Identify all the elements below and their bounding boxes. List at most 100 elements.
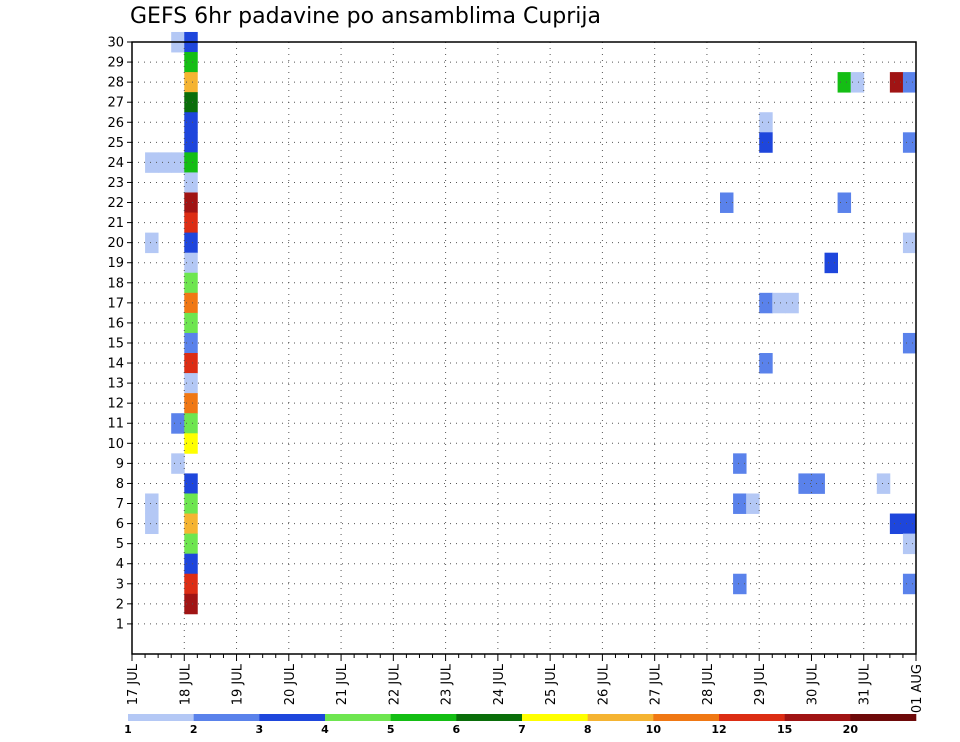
heatmap-cell xyxy=(184,473,198,494)
y-tick-label: 15 xyxy=(107,336,124,351)
heatmap-cell xyxy=(184,312,198,334)
heatmap-cell xyxy=(184,292,198,314)
heatmap-cell xyxy=(759,353,773,374)
x-tick-label: 30 JUL xyxy=(805,663,820,705)
y-tick-label: 30 xyxy=(107,36,124,51)
legend-swatch xyxy=(259,714,326,721)
y-tick-label: 24 xyxy=(107,156,124,171)
y-tick-label: 10 xyxy=(107,437,124,452)
legend-swatch xyxy=(325,714,391,721)
heatmap-cell xyxy=(876,473,891,494)
x-tick-label: 19 JUL xyxy=(231,663,246,705)
heatmap-cell xyxy=(184,52,198,73)
heatmap-cell xyxy=(184,373,198,394)
legend-swatch xyxy=(128,714,194,721)
heatmap-cell xyxy=(184,553,198,575)
y-tick-label: 21 xyxy=(107,216,124,231)
heatmap-cell xyxy=(184,332,198,354)
heatmap-cell xyxy=(772,292,786,314)
heatmap-cell xyxy=(184,433,198,454)
heatmap-cell xyxy=(850,72,865,93)
heatmap-cell xyxy=(184,393,198,414)
x-tick-label: 20 JUL xyxy=(283,663,298,705)
heatmap-cell xyxy=(746,493,760,514)
heatmap-cell xyxy=(184,172,198,193)
y-tick-label: 16 xyxy=(107,316,124,331)
legend-swatch xyxy=(456,714,523,721)
legend-swatch xyxy=(850,714,917,721)
y-tick-label: 1 xyxy=(116,617,124,632)
heatmap-cell xyxy=(145,513,159,535)
legend-label: 7 xyxy=(518,723,526,736)
heatmap-cell xyxy=(184,493,198,514)
y-tick-label: 25 xyxy=(107,136,124,151)
y-tick-label: 2 xyxy=(116,597,124,612)
x-tick-label: 24 JUL xyxy=(492,663,507,705)
heatmap-cell xyxy=(184,413,198,434)
x-tick-label: 21 JUL xyxy=(335,663,350,705)
heatmap-cell xyxy=(184,212,198,234)
heatmap-cell xyxy=(837,72,852,93)
heatmap-cell xyxy=(889,513,904,535)
legend-swatch xyxy=(784,714,851,721)
heatmap-cell xyxy=(184,152,198,173)
heatmap-cell xyxy=(171,152,185,173)
legend-label: 12 xyxy=(711,723,726,736)
y-tick-label: 23 xyxy=(107,176,124,191)
heatmap-cell xyxy=(759,132,773,153)
axes-layer: 1234567891011121314151617181920212223242… xyxy=(107,36,925,714)
y-tick-label: 13 xyxy=(107,377,124,392)
x-tick-label: 01 AUG xyxy=(910,664,925,713)
heatmap-cell xyxy=(733,573,747,595)
x-tick-label: 28 JUL xyxy=(701,663,716,705)
y-tick-label: 26 xyxy=(107,116,124,131)
x-tick-label: 22 JUL xyxy=(387,663,402,705)
heatmap-cell xyxy=(184,192,198,213)
heatmap-cell xyxy=(184,272,198,294)
legend-swatch xyxy=(719,714,785,721)
legend-swatch xyxy=(522,714,588,721)
x-tick-label: 29 JUL xyxy=(753,663,768,705)
y-tick-label: 4 xyxy=(116,557,124,572)
legend-label: 10 xyxy=(646,723,662,736)
y-tick-label: 9 xyxy=(116,457,124,472)
legend-swatch xyxy=(390,714,457,721)
heatmap-cell xyxy=(759,112,773,133)
y-tick-label: 3 xyxy=(116,577,124,592)
y-tick-label: 17 xyxy=(107,296,124,311)
y-tick-label: 7 xyxy=(116,497,124,512)
heatmap-cell xyxy=(902,513,917,535)
y-tick-label: 12 xyxy=(107,397,124,412)
heatmap-cell xyxy=(798,473,812,494)
legend-label: 3 xyxy=(256,723,264,736)
heatmap-cell xyxy=(902,332,917,354)
heatmap-cell xyxy=(171,453,185,474)
heatmap-cell xyxy=(902,72,917,93)
legend-label: 15 xyxy=(777,723,792,736)
heatmap-cell xyxy=(759,292,773,314)
heatmap-cell xyxy=(145,493,159,514)
y-tick-label: 5 xyxy=(116,537,124,552)
heatmap-cell xyxy=(184,533,198,555)
heatmap-cell xyxy=(184,513,198,535)
legend-label: 2 xyxy=(190,723,198,736)
heatmap-cell xyxy=(824,252,838,274)
y-tick-label: 20 xyxy=(107,236,124,251)
cells-layer xyxy=(145,31,917,615)
heatmap-cell xyxy=(837,192,852,213)
y-tick-label: 28 xyxy=(107,76,124,91)
heatmap-cell xyxy=(184,232,198,254)
heatmap-cell xyxy=(145,232,159,254)
heatmap-cell xyxy=(889,72,904,93)
heatmap-cell xyxy=(902,132,917,153)
plot-frame xyxy=(131,41,917,655)
legend-label: 8 xyxy=(584,723,592,736)
legend-layer: 1 2 3 4 5 6 7 8 10 12 15 20 xyxy=(124,714,917,736)
y-tick-label: 22 xyxy=(107,196,124,211)
x-tick-label: 17 JUL xyxy=(126,663,141,705)
heatmap-cell xyxy=(184,573,198,595)
y-tick-label: 11 xyxy=(107,417,124,432)
heatmap-cell xyxy=(184,593,198,615)
heatmap-cell xyxy=(733,453,747,474)
